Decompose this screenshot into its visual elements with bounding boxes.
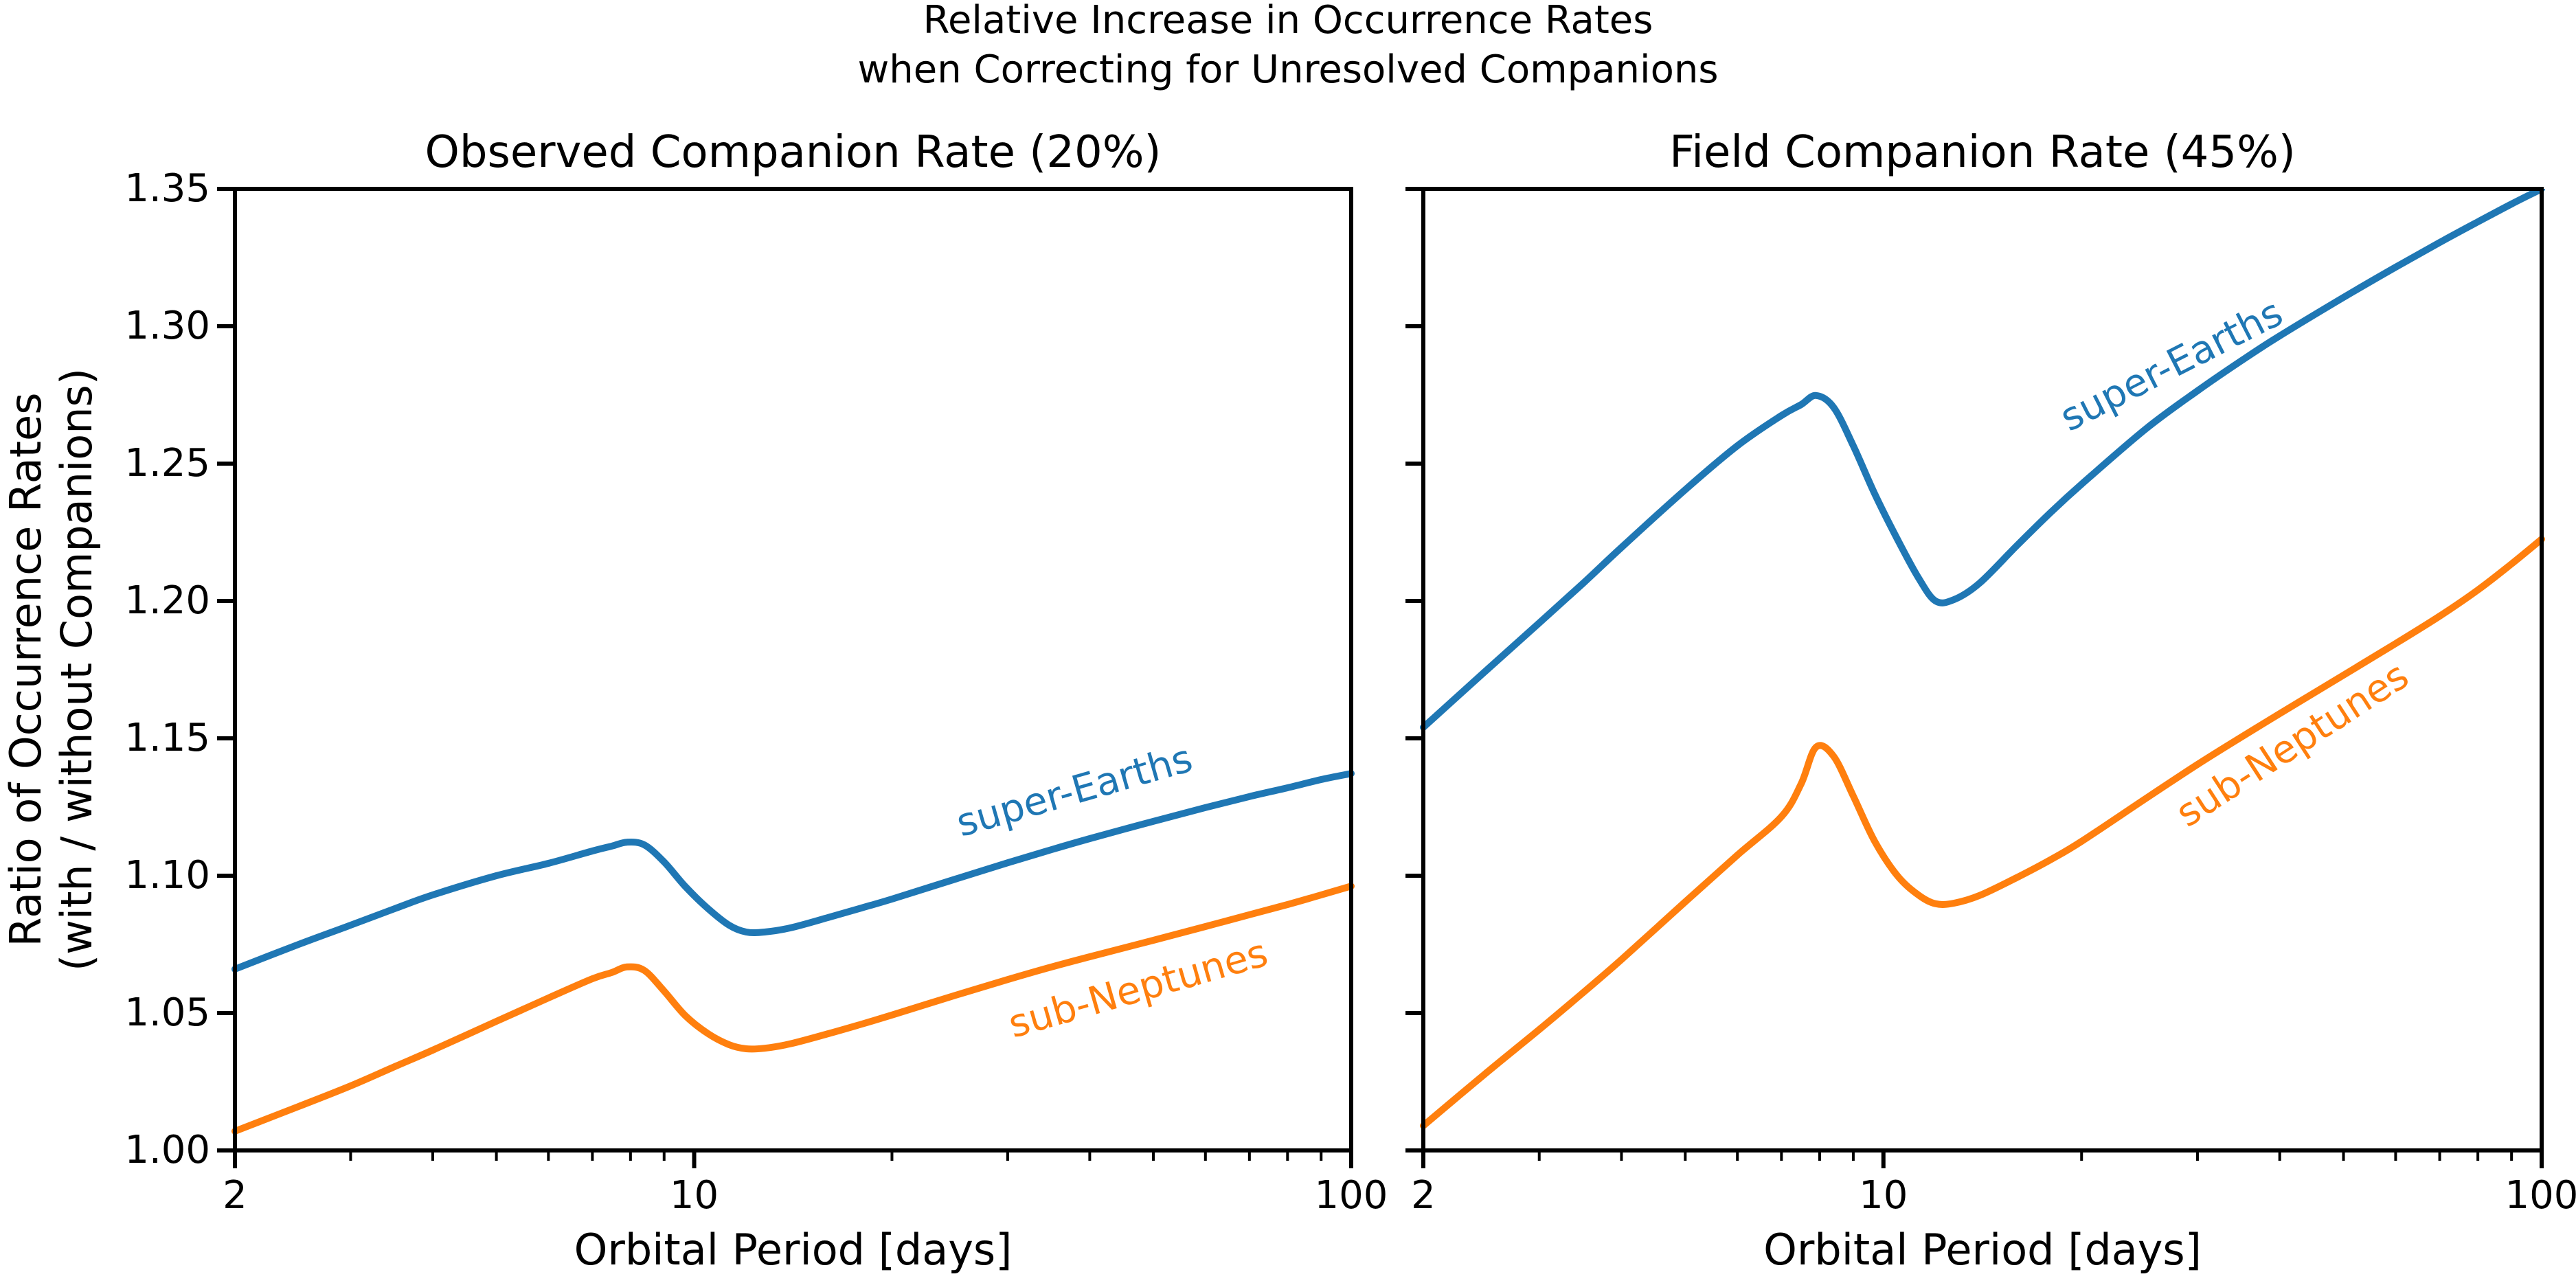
x-tick-label: 10 <box>1859 1173 1908 1218</box>
series-label-super-earths: super-Earths <box>951 736 1197 846</box>
y-tick-label: 1.20 <box>124 578 210 623</box>
series-line-sub-neptunes <box>1420 536 2545 1129</box>
x-tick-label: 100 <box>1314 1173 1388 1218</box>
y-tick-label: 1.15 <box>124 716 210 760</box>
x-tick-label: 100 <box>2505 1173 2576 1218</box>
y-tick-label: 1.10 <box>124 853 210 898</box>
axes-spine <box>1421 187 2544 1153</box>
figure-title: Relative Increase in Occurrence Rates wh… <box>0 0 2576 95</box>
y-tick-label: 1.05 <box>124 990 210 1035</box>
y-tick-label: 1.25 <box>124 441 210 486</box>
x-tick-label: 2 <box>223 1173 247 1218</box>
y-tick-label: 1.35 <box>124 166 210 211</box>
x-tick-label: 10 <box>669 1173 719 1218</box>
figure-title-line1: Relative Increase in Occurrence Rates <box>923 0 1653 43</box>
y-tick-label: 1.30 <box>124 304 210 348</box>
axes-spine <box>233 187 1353 1153</box>
y-tick-label: 1.00 <box>124 1128 210 1172</box>
figure-title-line2: when Correcting for Unresolved Companion… <box>857 47 1719 92</box>
series-line-super-earths <box>1420 189 2545 731</box>
x-axis-label-left: Orbital Period [days] <box>574 1225 1013 1275</box>
panel-title-left: Observed Companion Rate (20%) <box>425 127 1162 178</box>
series-label-sub-neptunes: sub-Neptunes <box>1004 931 1273 1047</box>
series-label-sub-neptunes: sub-Neptunes <box>2168 653 2417 836</box>
series-label-super-earths: super-Earths <box>2053 291 2290 440</box>
x-axis-label-right: Orbital Period [days] <box>1763 1225 2202 1275</box>
x-tick-label: 2 <box>1411 1173 1436 1218</box>
series-line-sub-neptunes <box>231 883 1355 1135</box>
series-line-super-earths <box>231 770 1355 973</box>
panel-title-right: Field Companion Rate (45%) <box>1669 127 2296 178</box>
